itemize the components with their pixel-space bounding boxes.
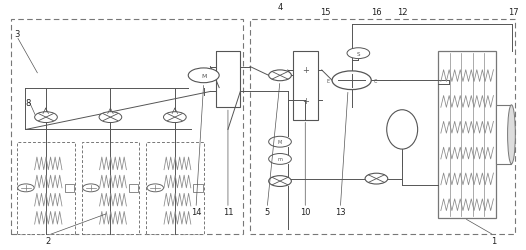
Text: +: + — [302, 66, 309, 75]
Text: 16: 16 — [371, 8, 382, 17]
Circle shape — [332, 72, 371, 90]
Circle shape — [347, 48, 370, 59]
Text: 3: 3 — [14, 30, 19, 39]
Text: M: M — [278, 140, 282, 145]
Bar — [82, 142, 139, 234]
Text: 10: 10 — [300, 208, 310, 216]
Text: 17: 17 — [508, 8, 518, 17]
Text: 4: 4 — [278, 3, 283, 12]
Circle shape — [35, 112, 57, 123]
Bar — [438, 52, 496, 218]
Text: 13: 13 — [335, 208, 346, 216]
Ellipse shape — [387, 110, 418, 150]
Text: 5: 5 — [265, 208, 270, 216]
Bar — [496, 106, 511, 164]
Circle shape — [99, 112, 122, 123]
Circle shape — [365, 174, 388, 184]
Bar — [146, 142, 204, 234]
Circle shape — [188, 69, 219, 83]
Bar — [216, 52, 240, 108]
Text: 14: 14 — [191, 208, 201, 216]
Circle shape — [147, 184, 164, 192]
Text: 12: 12 — [397, 8, 408, 17]
Circle shape — [269, 154, 291, 165]
Circle shape — [269, 70, 291, 82]
Text: S: S — [357, 52, 360, 57]
Text: 8: 8 — [26, 98, 31, 108]
Text: E: E — [327, 78, 329, 84]
Text: +: + — [302, 96, 309, 105]
Text: C: C — [373, 78, 377, 84]
Circle shape — [18, 184, 34, 192]
Circle shape — [269, 176, 291, 187]
Text: 11: 11 — [222, 208, 233, 216]
Text: 2: 2 — [45, 236, 50, 245]
Text: 1: 1 — [491, 236, 497, 245]
Text: M: M — [201, 74, 206, 78]
Text: m: m — [278, 157, 282, 162]
Bar — [129, 184, 138, 192]
Bar — [12, 20, 244, 234]
Bar — [65, 184, 74, 192]
Bar — [17, 142, 75, 234]
Bar — [250, 20, 514, 234]
Text: 15: 15 — [320, 8, 330, 17]
Circle shape — [269, 137, 291, 147]
Circle shape — [83, 184, 99, 192]
Circle shape — [164, 112, 186, 123]
Ellipse shape — [508, 106, 515, 164]
Bar — [293, 52, 318, 120]
Bar — [194, 184, 203, 192]
